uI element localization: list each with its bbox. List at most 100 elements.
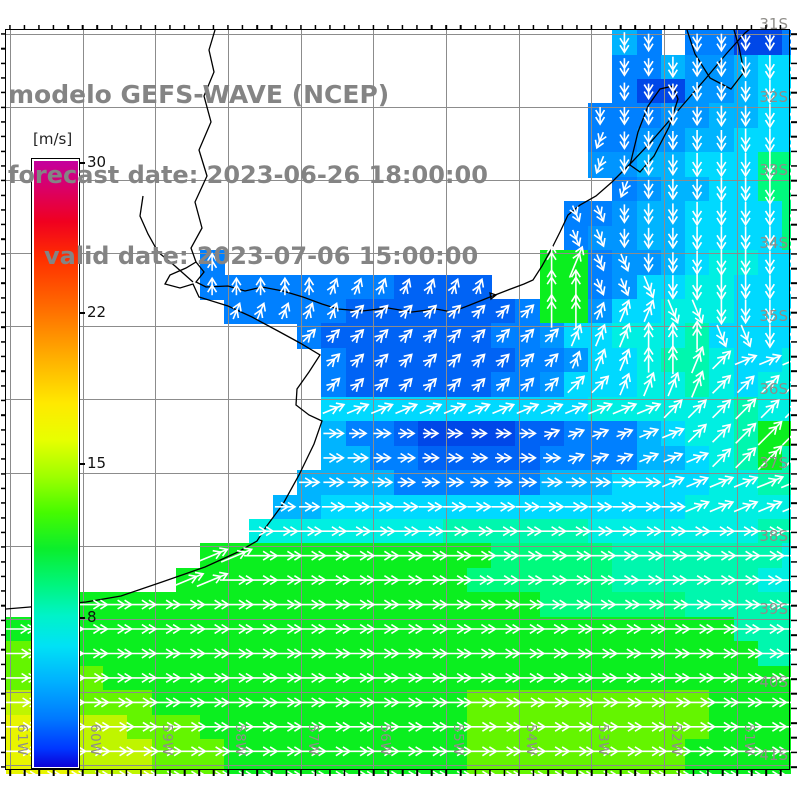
wave-arrow: [322, 402, 346, 415]
wave-arrow: [619, 58, 630, 77]
lon-label: 59W: [159, 724, 175, 757]
lon-label: 52W: [668, 724, 684, 757]
wave-arrow: [489, 526, 519, 537]
wave-arrow: [393, 526, 421, 537]
wave-arrow: [619, 107, 630, 126]
wave-arrow: [740, 249, 751, 277]
wave-arrow: [564, 501, 589, 512]
wave-arrow: [691, 345, 705, 374]
wave-cell: [782, 494, 791, 520]
wave-arrow: [692, 153, 703, 178]
wave-arrow: [692, 106, 703, 127]
wave-arrow: [611, 526, 639, 537]
wave-arrow: [587, 526, 615, 537]
wave-arrow: [440, 526, 471, 537]
wave-arrow: [569, 350, 582, 369]
lon-label: 57W: [305, 724, 321, 757]
wave-cell: [782, 298, 791, 325]
wave-arrow: [515, 501, 541, 512]
wave-arrow: [326, 353, 341, 368]
wave-cell: [782, 127, 791, 154]
wave-arrow: [350, 377, 365, 393]
wave-arrow: [471, 377, 486, 393]
wave-arrow: [422, 452, 440, 463]
wave-arrow: [643, 203, 654, 225]
wave-arrow: [588, 402, 614, 415]
wave-arrow: [619, 155, 630, 176]
wave-arrow: [301, 328, 317, 343]
wave-arrow: [325, 328, 341, 344]
wave-arrow: [684, 526, 712, 537]
wave-arrow: [196, 547, 229, 563]
wave-arrow: [643, 58, 654, 77]
wave-arrow: [398, 353, 413, 368]
wave-cell: [782, 152, 791, 178]
wave-arrow: [637, 501, 662, 512]
wave-arrow: [731, 575, 762, 586]
wave-arrow: [735, 422, 757, 444]
wave-cell: [782, 176, 791, 202]
wave-arrow: [716, 226, 727, 251]
wave-arrow: [369, 526, 396, 537]
wave-arrow: [516, 402, 540, 415]
wave-arrow: [740, 105, 751, 128]
wave-arrow: [755, 648, 786, 659]
wave-arrow: [667, 344, 678, 375]
wave-arrow: [346, 402, 370, 415]
wave-arrow: [419, 402, 443, 415]
wave-cell: [782, 103, 791, 129]
wave-arrow: [716, 298, 727, 326]
wave-arrow: [692, 320, 703, 350]
wave-arrow: [764, 201, 775, 227]
wave-arrow: [544, 353, 559, 368]
wave-arrow: [394, 501, 420, 512]
wave-arrow: [347, 452, 370, 463]
wave-arrow: [421, 477, 441, 488]
wave-arrow: [543, 452, 562, 463]
wave-arrow: [495, 353, 510, 368]
model-title: modelo GEFS-WAVE (NCEP): [8, 80, 390, 109]
axis-ticks-right: [791, 30, 797, 770]
wave-arrow: [692, 130, 703, 152]
wave-arrow: [374, 353, 389, 368]
wave-arrow: [447, 428, 464, 439]
wave-arrow: [443, 501, 468, 512]
wave-arrow: [492, 402, 516, 415]
wave-arrow: [643, 83, 654, 101]
lon-label: 60W: [87, 724, 103, 757]
wave-arrow: [422, 428, 440, 439]
wave-arrow: [470, 477, 489, 488]
wave-arrow: [643, 107, 654, 126]
lon-label: 55W: [450, 724, 466, 757]
wave-arrow: [639, 427, 660, 440]
wave-arrow: [683, 599, 713, 610]
wave-arrow: [692, 178, 703, 201]
lat-label: 38S: [759, 527, 788, 545]
wave-arrow: [685, 499, 711, 513]
wave-arrow: [692, 57, 703, 78]
wave-arrow: [636, 402, 662, 415]
wave-arrow: [777, 701, 791, 704]
wave-arrow: [764, 34, 775, 52]
wave-arrow: [692, 226, 703, 251]
valid-date: valid date: 2023-07-06 15:00:00: [44, 242, 479, 270]
wave-arrow: [643, 154, 654, 177]
wave-arrow: [347, 477, 370, 488]
wave-arrow: [740, 201, 751, 227]
wave-arrow: [272, 526, 299, 537]
wave-arrow: [373, 452, 392, 463]
wave-arrow: [323, 428, 345, 439]
wave-arrow: [740, 177, 751, 202]
wave-arrow: [634, 575, 665, 586]
wave-arrow: [755, 623, 786, 635]
wave-cell: [782, 347, 791, 374]
wave-cell: [782, 323, 791, 349]
wave-arrow: [619, 82, 630, 102]
wave-arrow: [610, 550, 640, 561]
wave-arrow: [443, 402, 467, 415]
wave-arrow: [398, 328, 413, 344]
wave-arrow: [470, 452, 489, 463]
wave-arrow: [320, 526, 348, 537]
lon-label: 53W: [595, 724, 611, 757]
